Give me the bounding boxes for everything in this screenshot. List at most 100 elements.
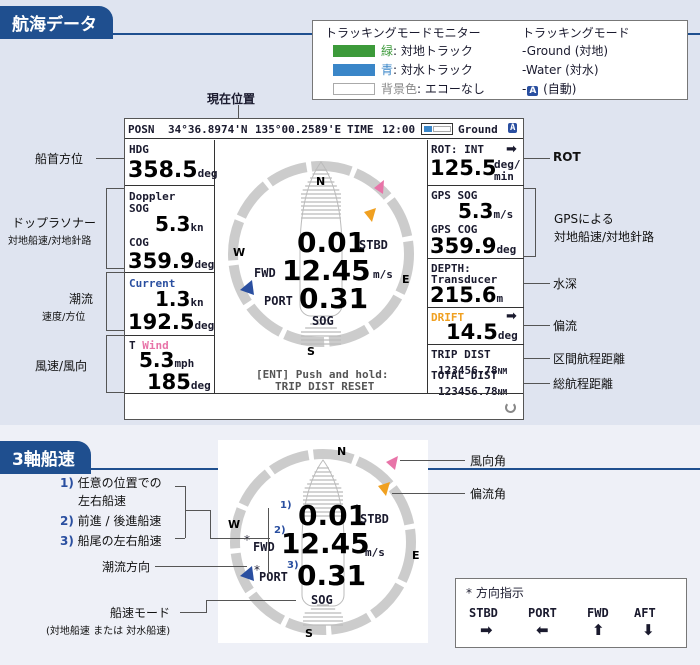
lower-callout-2-num: 2) bbox=[60, 514, 74, 528]
tracking-legend: トラッキングモードモニター トラッキングモード 緑: 対地トラック -Groun… bbox=[312, 20, 688, 100]
cog-value: 359.9 bbox=[128, 249, 195, 273]
gps-cell: GPS SOG 5.3m/s GPS COG 359.9deg bbox=[428, 187, 524, 259]
current-dir-unit: deg bbox=[194, 319, 215, 332]
doppler-label: Doppler bbox=[129, 190, 176, 203]
hdg-label: HDG bbox=[129, 143, 149, 156]
lower-star-stbd: * bbox=[354, 502, 360, 516]
legend-title-monitor: トラッキングモードモニター bbox=[325, 26, 481, 40]
lower-marker-1: 1) bbox=[280, 500, 292, 511]
legend-prefix-green: 緑 bbox=[381, 44, 394, 58]
dial-e: E bbox=[402, 273, 410, 286]
current-direction-marker-icon bbox=[240, 280, 254, 295]
callout-total: 総航程距離 bbox=[553, 377, 614, 391]
callout-doppler: ドップラソナー bbox=[12, 216, 97, 230]
top-bar: POSN 34°36.8974'N 135°00.2589'E TIME 12:… bbox=[125, 119, 523, 139]
trip-value: 123456.78 bbox=[438, 364, 498, 377]
current-speed-unit: kn bbox=[190, 296, 204, 309]
speed-dial bbox=[228, 161, 414, 347]
navigation-data-screen: POSN 34°36.8974'N 135°00.2589'E TIME 12:… bbox=[124, 118, 524, 420]
gps-cog-label: GPS COG bbox=[431, 223, 478, 236]
sog-label: SOG bbox=[129, 202, 149, 215]
drift-angle-marker-icon bbox=[364, 208, 376, 222]
lower-ship-hull-icon bbox=[301, 459, 345, 607]
busy-indicator-icon bbox=[505, 402, 516, 413]
lower-speed-dial bbox=[230, 449, 416, 635]
lower-wind-angle-marker-icon bbox=[386, 456, 398, 470]
callout-doppler-sub: 対地船速/対地針路 bbox=[8, 236, 92, 247]
fwd-label: FWD bbox=[254, 266, 276, 280]
hint-line1: [ENT] Push and hold: bbox=[256, 368, 389, 381]
lower-callout-drift-angle: 偏流角 bbox=[470, 487, 507, 501]
posn-label: POSN bbox=[128, 123, 155, 136]
legend-mode-ground: -Ground (対地) bbox=[522, 44, 609, 58]
rot-label: ROT: INT bbox=[431, 143, 484, 156]
depth-value: 215.6 bbox=[430, 283, 497, 307]
tracking-mode: Ground bbox=[458, 123, 498, 136]
sog-value: 5.3 bbox=[155, 212, 191, 236]
gps-cog-value: 359.9 bbox=[430, 234, 497, 258]
lower-drift-angle-marker-icon bbox=[378, 482, 390, 496]
depth-source: Transducer bbox=[431, 273, 498, 286]
current-cell: Current 1.3kn 192.5deg bbox=[125, 274, 214, 336]
arrow-left-icon: ⬅ bbox=[536, 621, 549, 639]
arrow-up-icon: ⬆ bbox=[592, 621, 605, 639]
direction-stbd-label: STBD bbox=[469, 606, 498, 620]
total-label: TOTAL DIST bbox=[431, 369, 498, 382]
legend-row-green: 緑: 対地トラック bbox=[381, 42, 473, 59]
dial-w: W bbox=[233, 246, 246, 259]
wind-cell: T Wind 5.3mph 185deg bbox=[125, 337, 214, 395]
lower-callout-3-num: 3) bbox=[60, 534, 74, 548]
tracking-monitor-bar bbox=[421, 123, 453, 135]
auto-badge-icon: A bbox=[527, 86, 539, 96]
callout-depth: 水深 bbox=[553, 277, 578, 291]
lower-callout-1-text2: 左右船速 bbox=[78, 494, 127, 508]
cog-unit: deg bbox=[194, 258, 215, 271]
trip-label: TRIP DIST bbox=[431, 348, 491, 361]
wind-speed: 5.3 bbox=[139, 348, 175, 372]
stbd-label: STBD bbox=[359, 238, 388, 252]
stbd-value: 0.01 bbox=[297, 226, 367, 259]
lower-callout-1-num: 1) bbox=[60, 476, 74, 490]
wind-label: Wind bbox=[142, 339, 169, 352]
legend-swatch-green bbox=[333, 45, 375, 57]
lower-stbd-label: STBD bbox=[360, 512, 389, 526]
depth-cell: DEPTH: Transducer 215.6m bbox=[428, 260, 524, 308]
lower-callout-wind-angle: 風向角 bbox=[470, 454, 507, 468]
direction-fwd-label: FWD bbox=[587, 606, 609, 620]
left-column: HDG 358.5deg Doppler SOG 5.3kn COG 359.9… bbox=[125, 140, 217, 395]
drift-unit: deg bbox=[497, 329, 518, 342]
lower-callout-current-dir: 潮流方向 bbox=[102, 560, 151, 574]
lower-marker-3: 3) bbox=[287, 560, 299, 571]
bottom-strip bbox=[125, 393, 523, 419]
sog-unit: kn bbox=[190, 221, 204, 234]
dial-n: N bbox=[316, 175, 326, 188]
callout-wind: 風速/風向 bbox=[35, 359, 88, 373]
current-position-callout: 現在位置 bbox=[207, 92, 256, 106]
lower-callout-1: 1) 任意の位置での bbox=[60, 474, 162, 491]
hdg-cell: HDG 358.5deg bbox=[125, 140, 217, 186]
direction-legend-title: * 方向指示 bbox=[466, 586, 524, 600]
lower-callout-3-text: 船尾の左右船速 bbox=[77, 534, 162, 548]
drift-label: DRIFT bbox=[431, 311, 465, 324]
legend-prefix-white: 背景色 bbox=[381, 82, 418, 96]
lower-callout-ship-mode: 船速モード bbox=[110, 606, 171, 620]
lower-dial-ring bbox=[230, 449, 416, 635]
fwd-value: 12.45 bbox=[282, 254, 371, 287]
lower-callout-ship-mode-sub: (対地船速 または 対水船速) bbox=[46, 626, 171, 637]
legend-title-mode: トラッキングモード bbox=[522, 26, 630, 40]
right-column: ROT: INT ➡ 125.5 deg/ min GPS SOG 5.3m/s… bbox=[427, 140, 524, 398]
drift-value: 14.5 bbox=[446, 320, 498, 344]
legend-prefix-blue: 青 bbox=[381, 63, 394, 77]
trip-unit: NM bbox=[497, 367, 508, 376]
legend-mode-water: -Water (対水) bbox=[522, 63, 599, 77]
direction-port-label: PORT bbox=[528, 606, 557, 620]
lower-fwd-value: 12.45 bbox=[281, 527, 370, 560]
sog-mode-label: SOG bbox=[312, 314, 334, 328]
lower-current-direction-marker-icon bbox=[240, 566, 254, 581]
wind-dir-unit: deg bbox=[190, 379, 211, 392]
current-dir: 192.5 bbox=[128, 310, 195, 334]
lower-fwd-unit: m/s bbox=[365, 546, 385, 559]
hull-stripes bbox=[301, 169, 341, 345]
direction-aft-label: AFT bbox=[634, 606, 656, 620]
lower-port-label: PORT bbox=[259, 570, 288, 584]
